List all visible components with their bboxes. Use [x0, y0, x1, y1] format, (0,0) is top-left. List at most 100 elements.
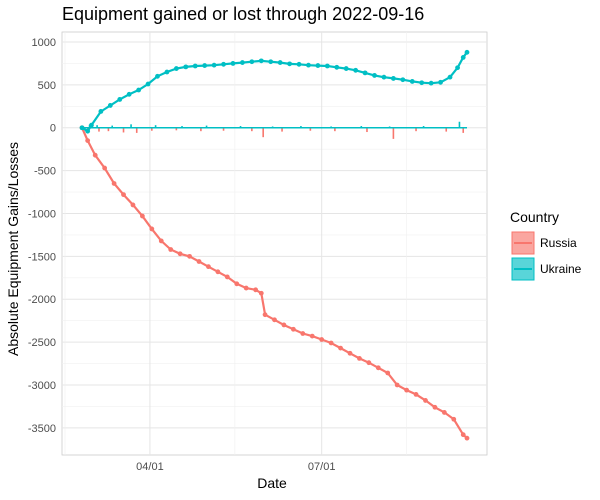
data-point: [306, 62, 311, 68]
plot-area: [61, 31, 488, 456]
data-point: [277, 60, 283, 65]
data-point: [447, 74, 453, 80]
data-point: [258, 290, 264, 296]
x-axis-ticks: 04/01 07/01: [136, 461, 335, 473]
data-point: [183, 64, 189, 70]
data-point: [206, 264, 211, 270]
y-axis-label: Absolute Equipment Gains/Losses: [5, 142, 21, 356]
data-point: [464, 49, 470, 55]
data-point: [372, 73, 377, 78]
data-point: [102, 165, 108, 171]
data-point: [357, 355, 362, 361]
data-point: [413, 392, 419, 397]
series-ukraine: [79, 49, 470, 134]
data-point: [319, 337, 325, 342]
data-point: [258, 58, 264, 64]
legend-label: Ukraine: [540, 262, 582, 276]
data-point: [455, 65, 460, 71]
data-point: [139, 213, 145, 219]
x-tick-label: 04/01: [136, 461, 164, 473]
legend-label: Russia: [540, 236, 577, 250]
data-point: [400, 77, 406, 83]
data-point: [338, 345, 343, 351]
data-point: [215, 269, 221, 275]
data-point: [92, 152, 98, 158]
data-point: [211, 62, 217, 68]
data-point: [428, 80, 434, 86]
data-point: [451, 416, 457, 422]
data-point: [158, 238, 164, 244]
data-point: [253, 287, 259, 293]
y-tick-label: 1000: [32, 37, 56, 49]
data-point: [300, 331, 306, 336]
data-point: [272, 317, 277, 323]
data-point: [460, 55, 466, 60]
y-tick-label: -3500: [28, 423, 56, 435]
data-point: [234, 281, 240, 287]
legend: Country Russia Ukraine: [510, 209, 582, 281]
data-point: [249, 59, 255, 65]
x-tick-label: 07/01: [308, 461, 336, 473]
data-point: [419, 80, 425, 86]
data-point: [268, 59, 274, 65]
data-point: [343, 66, 349, 71]
y-tick-label: 500: [38, 80, 56, 92]
grid-lines: [62, 32, 487, 455]
data-point: [441, 410, 447, 415]
y-tick-label: 0: [50, 123, 56, 135]
data-point: [177, 251, 183, 257]
y-tick-label: -2500: [28, 337, 56, 349]
data-point: [243, 285, 249, 291]
y-tick-label: -1500: [28, 251, 56, 263]
data-point: [315, 63, 321, 68]
data-point: [136, 87, 142, 93]
chart-title: Equipment gained or lost through 2022-09…: [62, 4, 424, 24]
data-point: [98, 109, 104, 114]
data-point: [390, 76, 396, 81]
data-point: [309, 333, 315, 339]
legend-item-russia: Russia: [511, 231, 577, 255]
data-point: [192, 63, 198, 69]
data-point: [381, 74, 387, 80]
data-point: [130, 202, 136, 208]
data-point: [173, 66, 179, 71]
data-point: [117, 97, 123, 102]
y-tick-label: -2000: [28, 294, 56, 306]
data-point: [85, 138, 91, 144]
data-point: [432, 404, 438, 410]
data-point: [240, 60, 245, 65]
data-point: [262, 312, 268, 318]
y-tick-label: -3000: [28, 380, 56, 392]
series-layer: [79, 49, 470, 441]
data-point: [230, 61, 236, 66]
data-point: [347, 350, 353, 356]
data-point: [423, 398, 428, 403]
data-point: [164, 69, 170, 75]
data-point: [366, 360, 372, 366]
data-point: [353, 67, 359, 73]
data-point: [328, 340, 334, 346]
data-point: [296, 61, 302, 67]
data-point: [224, 274, 230, 280]
data-point: [168, 247, 174, 252]
data-point: [202, 63, 208, 68]
data-point: [438, 79, 443, 85]
data-point: [149, 226, 155, 232]
data-point: [107, 103, 113, 108]
data-point: [290, 326, 296, 332]
data-point: [145, 81, 151, 87]
data-point: [187, 253, 192, 259]
data-point: [85, 128, 91, 134]
legend-item-ukraine: Ukraine: [511, 257, 582, 281]
data-point: [334, 64, 340, 70]
data-point: [126, 91, 132, 97]
data-point: [196, 259, 202, 264]
y-tick-label: -500: [34, 166, 56, 178]
data-point: [89, 122, 94, 128]
data-point: [404, 387, 410, 393]
y-tick-label: -1000: [28, 208, 56, 220]
data-point: [324, 63, 330, 69]
data-point: [281, 322, 287, 328]
data-point: [221, 61, 226, 67]
